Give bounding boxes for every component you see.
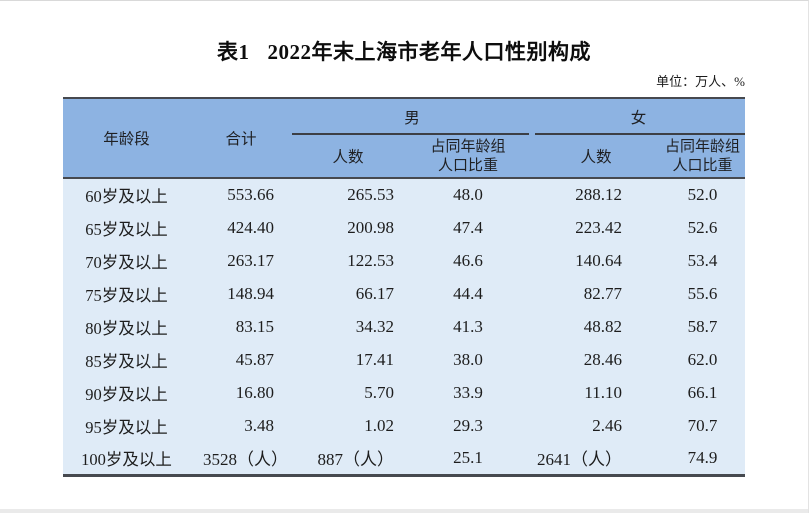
age-group-cell: 85岁及以上 — [63, 343, 190, 376]
unit-note: 单位：万人、% — [656, 74, 745, 89]
male-share-cell: 44.4 — [404, 277, 533, 310]
table-row: 85岁及以上 45.87 17.41 38.0 28.46 62.0 — [63, 343, 746, 376]
header-female-count: 人数 — [532, 135, 661, 179]
female-count-cell: 48.82 — [532, 310, 661, 343]
male-share-cell: 46.6 — [404, 244, 533, 277]
female-count-cell: 2641（人） — [532, 442, 661, 475]
header-female-share: 占同年龄组 人口比重 — [660, 135, 746, 179]
table-row: 100岁及以上 3528（人） 887（人） 25.1 2641（人） 74.9 — [63, 442, 746, 475]
male-count-cell: 17.41 — [292, 343, 404, 376]
male-share-cell: 41.3 — [404, 310, 533, 343]
male-count-cell: 887（人） — [292, 442, 404, 475]
table-row: 65岁及以上 424.40 200.98 47.4 223.42 52.6 — [63, 211, 746, 244]
table-number-label: 表1 — [217, 40, 250, 64]
male-share-cell: 33.9 — [404, 376, 533, 409]
total-cell: 553.66 — [190, 178, 292, 211]
header-age-group: 年龄段 — [63, 98, 190, 179]
male-count-cell: 1.02 — [292, 409, 404, 442]
female-count-cell: 140.64 — [532, 244, 661, 277]
female-share-cell: 74.9 — [660, 442, 746, 475]
male-share-cell: 29.3 — [404, 409, 533, 442]
total-cell: 3.48 — [190, 409, 292, 442]
age-group-cell: 70岁及以上 — [63, 244, 190, 277]
header-male-share-line1: 占同年龄组 — [430, 138, 506, 155]
total-cell: 424.40 — [190, 211, 292, 244]
table-row: 90岁及以上 16.80 5.70 33.9 11.10 66.1 — [63, 376, 746, 409]
female-count-cell: 288.12 — [532, 178, 661, 211]
female-share-cell: 66.1 — [660, 376, 746, 409]
header-male-share: 占同年龄组 人口比重 — [404, 135, 533, 179]
male-share-cell: 48.0 — [404, 178, 533, 211]
header-female-share-line2: 人口比重 — [672, 157, 733, 174]
male-count-cell: 5.70 — [292, 376, 404, 409]
table-body: 60岁及以上 553.66 265.53 48.0 288.12 52.0 65… — [63, 178, 746, 475]
table-row: 70岁及以上 263.17 122.53 46.6 140.64 53.4 — [63, 244, 746, 277]
header-male: 男 — [292, 98, 533, 135]
total-cell: 3528（人） — [190, 442, 292, 475]
female-count-cell: 2.46 — [532, 409, 661, 442]
total-cell: 45.87 — [190, 343, 292, 376]
header-male-share-line2: 人口比重 — [438, 157, 499, 174]
header-male-count: 人数 — [292, 135, 404, 179]
table-row: 75岁及以上 148.94 66.17 44.4 82.77 55.6 — [63, 277, 746, 310]
female-share-cell: 58.7 — [660, 310, 746, 343]
header-total: 合计 — [190, 98, 292, 179]
total-cell: 148.94 — [190, 277, 292, 310]
female-count-cell: 11.10 — [532, 376, 661, 409]
female-share-cell: 53.4 — [660, 244, 746, 277]
female-share-cell: 52.6 — [660, 211, 746, 244]
male-share-cell: 38.0 — [404, 343, 533, 376]
table-row: 80岁及以上 83.15 34.32 41.3 48.82 58.7 — [63, 310, 746, 343]
female-share-cell: 55.6 — [660, 277, 746, 310]
total-cell: 83.15 — [190, 310, 292, 343]
male-count-cell: 122.53 — [292, 244, 404, 277]
header-female-share-line1: 占同年龄组 — [665, 138, 741, 155]
age-group-cell: 75岁及以上 — [63, 277, 190, 310]
table-row: 95岁及以上 3.48 1.02 29.3 2.46 70.7 — [63, 409, 746, 442]
female-count-cell: 223.42 — [532, 211, 661, 244]
table-row: 60岁及以上 553.66 265.53 48.0 288.12 52.0 — [63, 178, 746, 211]
window-bottom-edge — [0, 509, 808, 513]
header-female: 女 — [532, 98, 746, 135]
age-group-cell: 65岁及以上 — [63, 211, 190, 244]
male-count-cell: 66.17 — [292, 277, 404, 310]
age-group-cell: 95岁及以上 — [63, 409, 190, 442]
male-count-cell: 34.32 — [292, 310, 404, 343]
age-group-cell: 100岁及以上 — [63, 442, 190, 475]
age-group-cell: 90岁及以上 — [63, 376, 190, 409]
age-group-cell: 80岁及以上 — [63, 310, 190, 343]
table-title-text: 2022年末上海市老年人口性别构成 — [267, 40, 591, 64]
female-share-cell: 62.0 — [660, 343, 746, 376]
male-count-cell: 265.53 — [292, 178, 404, 211]
total-cell: 16.80 — [190, 376, 292, 409]
table-header: 年龄段 合计 男 女 人数 占同年龄组 人口比重 人数 占同年龄组 人口比重 — [63, 98, 746, 179]
male-share-cell: 25.1 — [404, 442, 533, 475]
female-share-cell: 52.0 — [660, 178, 746, 211]
female-count-cell: 28.46 — [532, 343, 661, 376]
female-count-cell: 82.77 — [532, 277, 661, 310]
male-count-cell: 200.98 — [292, 211, 404, 244]
page-title: 表1 2022年末上海市老年人口性别构成 — [0, 39, 808, 65]
female-share-cell: 70.7 — [660, 409, 746, 442]
age-group-cell: 60岁及以上 — [63, 178, 190, 211]
total-cell: 263.17 — [190, 244, 292, 277]
population-table: 年龄段 合计 男 女 人数 占同年龄组 人口比重 人数 占同年龄组 人口比重 6… — [63, 97, 746, 477]
male-share-cell: 47.4 — [404, 211, 533, 244]
